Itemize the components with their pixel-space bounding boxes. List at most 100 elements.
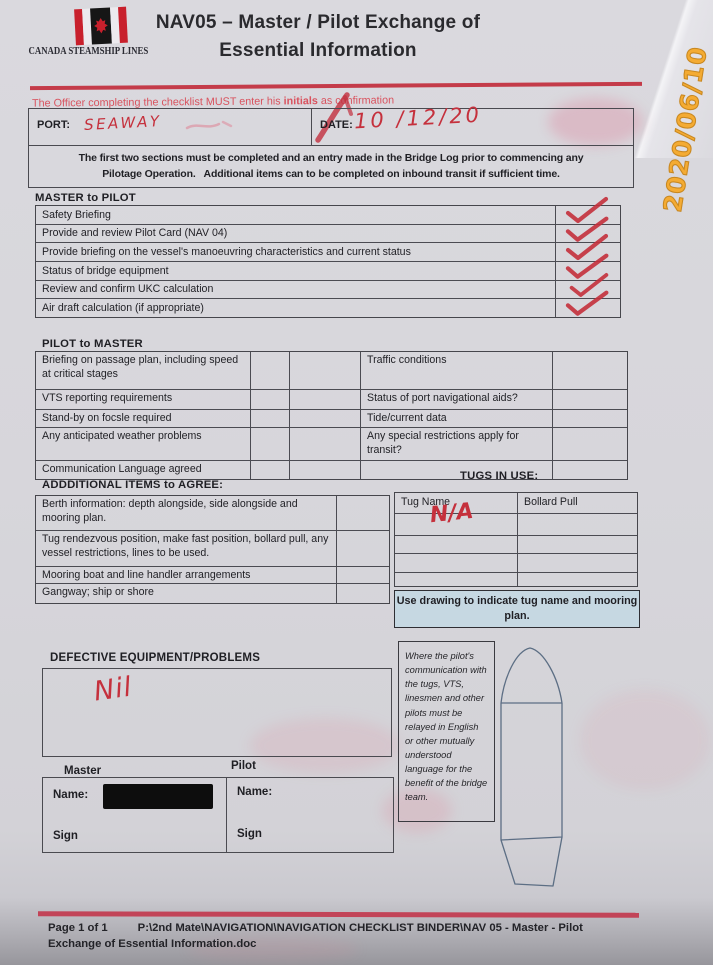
pilot-communication-note: Where the pilot's communication with the… [398,641,495,822]
checkbox-cell [553,428,627,461]
footer: Page 1 of 1 P:\2nd Mate\NAVIGATION\NAVIG… [48,920,640,953]
checklist-item-label: Status of port navigational aids? [361,390,553,410]
defective-equipment-heading: DEFECTIVE EQUIPMENT/PROBLEMS [50,652,261,664]
bollard-pull-cell [518,514,637,536]
checkbox-cell [251,428,290,461]
master-to-pilot-table: Safety Briefing Provide and review Pilot … [35,196,621,319]
tug-name-cell [395,554,518,573]
tugs-in-use-heading: TUGS IN USE: [460,470,539,482]
checkbox-cell [251,461,290,479]
checklist-item-label: Any special restrictions apply for trans… [361,428,553,461]
ship-outline-drawing [500,647,563,887]
pink-smudge [250,718,400,773]
red-checkmark-icon [565,253,609,279]
master-label: Master [64,765,102,777]
page-title-line2: Essential Information [219,40,417,61]
date-label: DATE: [320,119,353,131]
signature-box: Name: Sign Name: Sign [42,777,394,853]
faint-pink-mark [185,120,233,130]
checklist-row: Provide and review Pilot Card (NAV 04) [36,216,620,243]
checkbox-cell [251,410,290,428]
checkbox-cell [251,352,290,390]
checklist-item-label: Mooring boat and line handler arrangemen… [36,567,337,584]
checkbox-cell [555,234,620,262]
checkbox-cell [555,291,620,318]
date-field: DATE: [312,109,633,145]
checklist-row: Air draft calculation (if appropriate) [36,291,620,318]
file-path-line2: Exchange of Essential Information.doc [48,938,257,951]
checkbox-cell [337,496,389,531]
tugs-table: Tug Name Bollard Pull [394,492,638,587]
additional-items-heading: ADDDITIONAL ITEMS to AGREE: [42,479,224,491]
pink-smudge [580,690,710,790]
pilot-signature-cell: Name: Sign [227,778,393,852]
bollard-pull-cell [518,573,637,586]
red-checkmark-icon [569,272,609,297]
pink-smudge [548,98,643,146]
page-number: Page 1 of 1 [48,922,108,934]
footer-line1: Page 1 of 1 P:\2nd Mate\NAVIGATION\NAVIG… [48,920,640,936]
page-title-line1: NAV05 – Master / Pilot Exchange of [155,12,481,33]
checklist-item-label: Air draft calculation (if appropriate) [42,301,204,314]
pilot-label: Pilot [231,760,256,772]
checkbox-cell [553,410,627,428]
tug-name-cell [395,536,518,554]
checklist-item-label: Stand-by on focsle required [36,410,251,428]
checklist-row: Review and confirm UKC calculation [36,272,620,299]
checklist-item-label: Gangway; ship or shore [36,584,337,603]
checkbox-cell [553,461,627,479]
checklist-row: Status of bridge equipment [36,253,620,280]
checkbox-cell [290,428,361,461]
canada-steamship-lines-logo [74,6,128,46]
checklist-item-label: Provide briefing on the vessel's manoeuv… [42,245,411,258]
tug-name-cell [395,573,518,586]
bollard-pull-header: Bollard Pull [518,493,637,514]
checkbox-cell [290,390,361,410]
checkbox-cell [555,216,620,243]
checklist-item-label: Any anticipated weather problems [36,428,251,461]
checkbox-cell [290,410,361,428]
checkbox-cell [553,352,627,390]
port-date-row: PORT: DATE: [29,109,633,146]
file-path-line1: P:\2nd Mate\NAVIGATION\NAVIGATION CHECKL… [137,922,583,934]
bollard-pull-cell [518,536,637,554]
name-label: Name: [237,786,273,798]
checklist-item-label: Traffic conditions [361,352,553,390]
sign-label: Sign [237,828,262,840]
checkbox-cell [337,584,389,603]
red-pen-scribble [315,92,353,143]
checklist-item-label: Tug rendezvous position, make fast posit… [36,531,337,567]
tug-name-header: Tug Name [395,493,518,514]
red-checkmark-icon [565,196,609,224]
red-checkmark-icon [565,234,609,261]
checkbox-cell [555,272,620,299]
checkbox-cell [290,461,361,479]
checklist-item-label: Briefing on passage plan, including spee… [36,352,251,390]
instructions-text: The first two sections must be completed… [78,152,584,180]
sign-label: Sign [53,830,78,842]
checkbox-cell [290,352,361,390]
name-label: Name: [53,789,89,801]
company-name: CANADA STEAMSHIP LINES [28,46,149,57]
red-checkmark-icon [565,291,609,317]
pink-smudge [188,936,358,962]
bollard-pull-cell [518,554,637,573]
tug-name-cell [395,514,518,536]
port-date-section: PORT: DATE: The first two sections must … [28,108,634,188]
checklist-item-label: VTS reporting requirements [36,390,251,410]
red-checkmark-icon [565,216,609,242]
master-to-pilot-heading: MASTER to PILOT [35,192,136,204]
port-label: PORT: [37,119,70,131]
checklist-item-label: Status of bridge equipment [42,264,169,277]
checklist-item-label: Berth information: depth alongside, side… [36,496,337,531]
handwritten-nil-value: Nil [92,671,135,708]
additional-items-table: Berth information: depth alongside, side… [35,495,390,604]
checklist-row: Provide briefing on the vessel's manoeuv… [36,234,620,262]
checklist-item-label: Communication Language agreed [36,461,251,479]
checklist-row: Safety Briefing [36,196,620,224]
checkbox-cell [555,196,620,224]
handwritten-na-value: N/A [428,498,475,529]
redacted-name [103,784,213,809]
checklist-item-label: Review and confirm UKC calculation [42,283,214,296]
